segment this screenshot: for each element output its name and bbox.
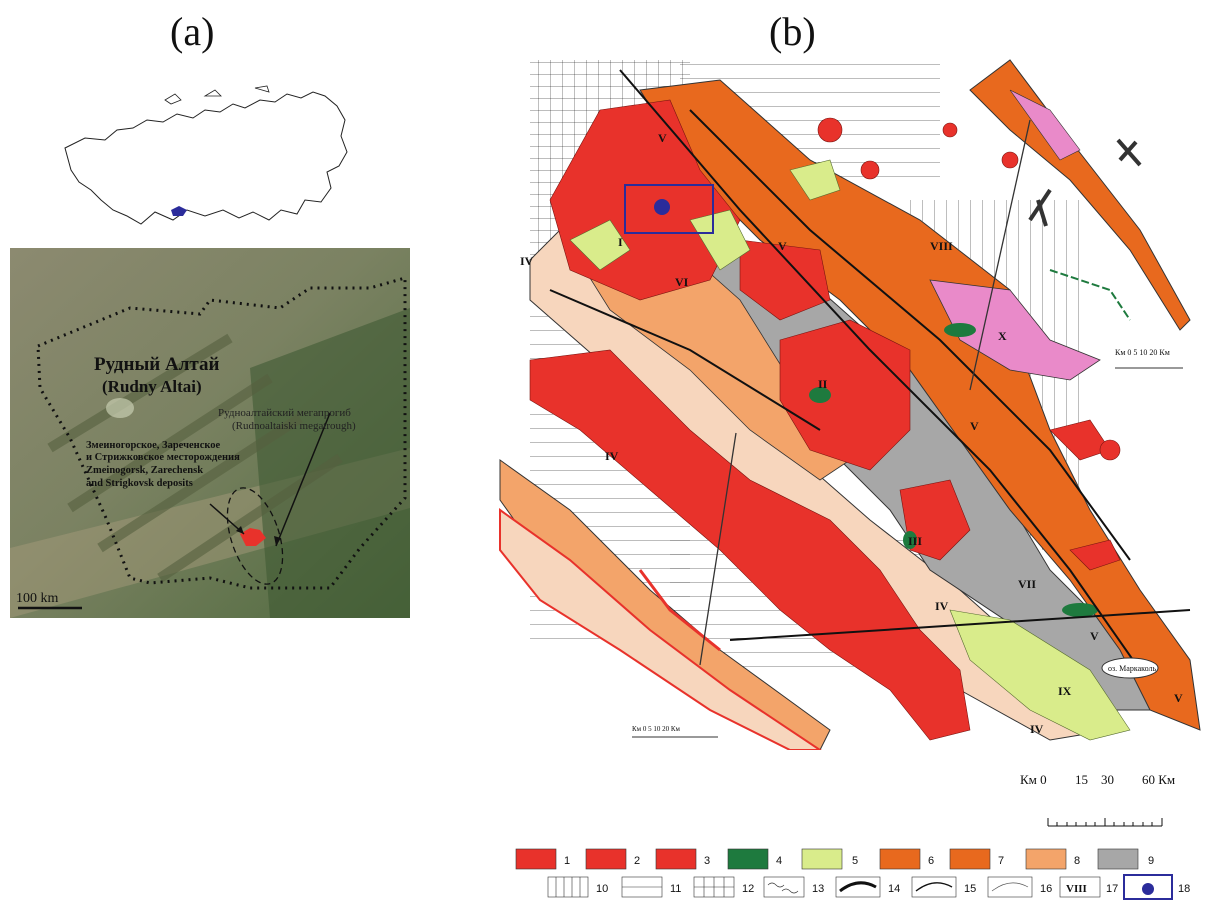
- rudny-altai-location-marker: [171, 206, 187, 216]
- legend-label: 4: [776, 855, 782, 867]
- legend-label: 1: [564, 855, 570, 867]
- legend-label: 8: [1074, 855, 1080, 867]
- megatrough-label-ru: Рудноалтайский мегапрогиб: [218, 407, 351, 419]
- inset-top-right: Км 0 5 10 20 Км: [969, 59, 1191, 391]
- zone-label: VII: [1018, 577, 1036, 591]
- zone-label: I: [618, 235, 623, 249]
- legend-label: 12: [742, 883, 754, 895]
- zone-label: V: [1090, 629, 1099, 643]
- study-area-box: [624, 184, 714, 234]
- legend-label: 9: [1148, 855, 1154, 867]
- legend-label: 14: [888, 883, 900, 895]
- deposit-area-outline: [226, 487, 284, 585]
- legend-label: 15: [964, 883, 976, 895]
- inset-bottom-scale: Км 0 5 10 20 Км: [632, 725, 681, 733]
- satellite-image: Рудный Алтай (Rudny Altai) Рудноалтайски…: [10, 248, 410, 618]
- inset-top-scale: Км 0 5 10 20 Км: [1115, 348, 1170, 357]
- zone-label: II: [818, 377, 828, 391]
- region-label-en: (Rudny Altai): [102, 377, 202, 396]
- zone-label: IV: [1030, 722, 1044, 736]
- study-area-marker: [654, 199, 670, 215]
- legend-label: 6: [928, 855, 934, 867]
- zone-label: IV: [935, 599, 949, 613]
- lake-label: оз. Маркаколь: [1108, 664, 1157, 673]
- russia-outline: [64, 91, 348, 225]
- panel-a-label: (a): [170, 9, 215, 54]
- zone-label: IV: [605, 449, 619, 463]
- faults: [549, 69, 1191, 671]
- region-label-ru: Рудный Алтай: [94, 354, 219, 375]
- zone-label: VI: [675, 275, 689, 289]
- legend-label: 11: [670, 883, 681, 895]
- legend-roman-numeral: VIII: [1066, 883, 1087, 895]
- scale-km0: Км 0: [1020, 772, 1047, 787]
- legend-label: 2: [634, 855, 640, 867]
- zone-label: IX: [1058, 684, 1072, 698]
- zone-label: X: [998, 329, 1007, 343]
- legend-label: 7: [998, 855, 1004, 867]
- legend-label: 18: [1178, 883, 1190, 895]
- zone-label: V: [970, 419, 979, 433]
- lake: [1101, 657, 1159, 679]
- inset-bottom-left: Км 0 5 10 20 Км: [499, 432, 831, 750]
- zone-label: IV: [520, 254, 534, 268]
- deposits-label-en-2: and Strigkovsk deposits: [86, 478, 193, 489]
- zone-ix-lime: [949, 609, 1131, 741]
- scale-t1: 15: [1075, 772, 1088, 787]
- deposits-label-ru-1: Змеиногорское, Зареченское: [86, 440, 221, 451]
- zone-label: V: [658, 131, 667, 145]
- zone-label: III: [908, 534, 922, 548]
- deposit-marker: [240, 528, 266, 546]
- zone-x-pink: [929, 279, 1101, 381]
- scale-t2: 30: [1101, 772, 1114, 787]
- legend-label: 3: [704, 855, 710, 867]
- panel-b-label: (b): [769, 9, 816, 54]
- deposits-label-en-1: Zmeinogorsk, Zarechensk: [86, 465, 203, 476]
- russia-outline-map: [64, 85, 348, 225]
- zone-label: V: [1174, 691, 1183, 705]
- geological-map: Км 0 5 10 20 Км Км 0 5 10 20 Км оз. Марк…: [499, 59, 1201, 750]
- satellite-scale-label: 100 km: [16, 591, 59, 606]
- legend-label: 10: [596, 883, 608, 895]
- megatrough-label-en: (Rudnoaltaiski megatrough): [232, 420, 356, 432]
- legend-label: 17: [1106, 883, 1118, 895]
- legend-label: 13: [812, 883, 824, 895]
- main-scale-bar: Км 0 15 30 60 Км: [1020, 772, 1175, 827]
- deposits-label-ru-2: и Стрижковское месторождения: [86, 452, 240, 463]
- zone-label: VIII: [930, 239, 953, 253]
- zone-label: V: [778, 239, 787, 253]
- scale-t3: 60 Км: [1142, 772, 1175, 787]
- legend: 1 2 3 4 5 6 7 8 9 10 11 12 13 14 15 16 V…: [515, 848, 1190, 900]
- legend-label: 16: [1040, 883, 1052, 895]
- zone-orange: [639, 79, 1201, 731]
- legend-label: 5: [852, 855, 858, 867]
